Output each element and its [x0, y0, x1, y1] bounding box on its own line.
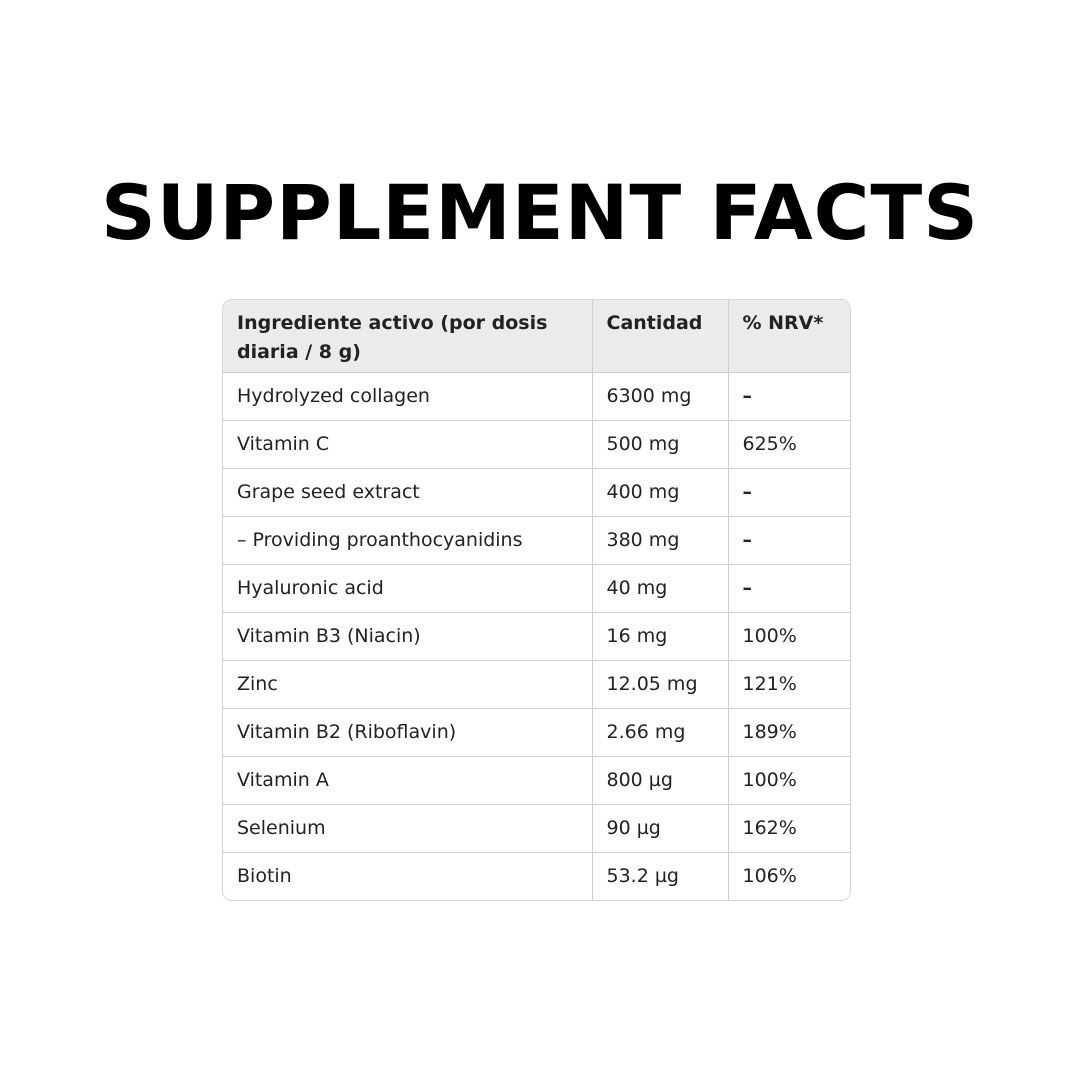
nrv-cell: 162% [728, 804, 850, 853]
nrv-cell: – [728, 516, 850, 565]
nrv-cell: 189% [728, 708, 850, 757]
ingredient-cell: Selenium [223, 804, 593, 853]
nrv-cell: 100% [728, 756, 850, 805]
nrv-cell: 100% [728, 612, 850, 661]
nrv-cell: 106% [742, 865, 797, 888]
table-row: Selenium 90 µg 162% [223, 804, 850, 853]
table-header-row: Ingrediente activo (por dosis diaria / 8… [223, 300, 850, 373]
table-row: Zinc 12.05 mg 121% [223, 660, 850, 709]
ingredient-cell: Biotin [223, 852, 593, 900]
table-row: Vitamin B2 (Riboflavin) 2.66 mg 189% [223, 708, 850, 757]
table-row: Hydrolyzed collagen 6300 mg – [223, 372, 850, 421]
amount-cell: 380 mg [592, 516, 729, 565]
table-row: Vitamin C 500 mg 625% [223, 420, 850, 469]
nrv-cell: – [728, 372, 850, 421]
amount-cell: 6300 mg [592, 372, 729, 421]
amount-cell: 2.66 mg [592, 708, 729, 757]
table-row: Vitamin A 800 µg 100% [223, 756, 850, 805]
ingredient-cell: Vitamin A [223, 756, 593, 805]
amount-cell: 16 mg [592, 612, 729, 661]
table-row: Vitamin B3 (Niacin) 16 mg 100% [223, 612, 850, 661]
amount-cell: 12.05 mg [592, 660, 729, 709]
amount-cell: 800 µg [592, 756, 729, 805]
table-row: – Providing proanthocyanidins 380 mg – [223, 516, 850, 565]
header-ingredient: Ingrediente activo (por dosis diaria / 8… [223, 300, 593, 373]
table-row: Grape seed extract 400 mg – [223, 468, 850, 517]
ingredient-cell: Hyaluronic acid [223, 564, 593, 613]
supplement-facts-table: Ingrediente activo (por dosis diaria / 8… [222, 299, 851, 901]
amount-cell: 53.2 µg [592, 852, 729, 900]
table-row: Hyaluronic acid 40 mg – [223, 564, 850, 613]
ingredient-cell: Vitamin B3 (Niacin) [223, 612, 593, 661]
page-title: SUPPLEMENT FACTS [100, 168, 979, 257]
amount-cell: 90 µg [592, 804, 729, 853]
nrv-cell: – [728, 468, 850, 517]
nrv-cell: 625% [728, 420, 850, 469]
amount-cell: 400 mg [592, 468, 729, 517]
ingredient-cell: Hydrolyzed collagen [223, 372, 593, 421]
amount-cell: 40 mg [592, 564, 729, 613]
amount-cell: 500 mg [592, 420, 729, 469]
ingredient-cell: Vitamin C [223, 420, 593, 469]
nrv-cell: – [728, 564, 850, 613]
ingredient-cell: Zinc [223, 660, 593, 709]
header-amount: Cantidad [592, 300, 729, 373]
header-nrv: % NRV* [728, 300, 850, 373]
nrv-cell: 121% [728, 660, 850, 709]
ingredient-cell: Vitamin B2 (Riboflavin) [223, 708, 593, 757]
ingredient-cell: Grape seed extract [223, 468, 593, 517]
table-row: Biotin 53.2 µg 106% [223, 852, 850, 900]
ingredient-cell: – Providing proanthocyanidins [223, 516, 593, 565]
